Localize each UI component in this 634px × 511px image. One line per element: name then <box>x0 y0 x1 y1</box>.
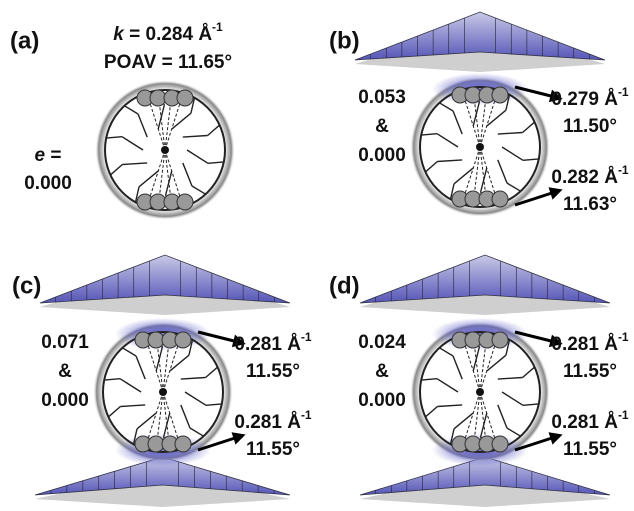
metal-center <box>476 143 484 151</box>
arrow-head <box>549 432 563 444</box>
eccentricity-label: e = <box>35 145 62 166</box>
cap-glow <box>115 318 211 350</box>
curvature-value: = 0.284 Å <box>129 24 212 45</box>
atom <box>492 87 508 103</box>
curvature-value: 0.281 Å <box>234 334 301 355</box>
fullerene <box>410 318 550 466</box>
atom <box>175 436 191 452</box>
superscript: -1 <box>618 330 629 344</box>
curvature-value: 0.281 Å <box>551 334 618 355</box>
curvature-value: 0.281 Å <box>234 412 301 433</box>
curvature-label: 0.281 Å-1 <box>551 330 629 355</box>
eccentricity-value: 0.000 <box>24 173 72 194</box>
arrow-head <box>232 432 246 444</box>
panel-label: (d) <box>329 272 360 299</box>
curvature-label: 0.281 Å-1 <box>551 408 629 433</box>
panel-label: (b) <box>329 27 360 54</box>
symbol: e <box>35 145 46 166</box>
eccentricity-value: 0.000 <box>41 390 89 411</box>
eccentricity-value: & <box>375 361 389 382</box>
cap-glow <box>432 318 528 350</box>
poav-label: 11.50° <box>563 116 617 137</box>
superscript: -1 <box>212 20 223 34</box>
eccentricity-value: 0.053 <box>358 87 406 108</box>
fullerene <box>410 73 550 217</box>
atom <box>177 90 193 106</box>
cap-glow <box>432 73 528 105</box>
poav-label: POAV = 11.65° <box>104 52 232 73</box>
poav-label: 11.55° <box>563 361 617 382</box>
eccentricity-value: 0.071 <box>41 332 89 353</box>
eccentricity-value: 0.000 <box>358 145 406 166</box>
curvature-label: 0.279 Å-1 <box>551 85 629 110</box>
poav-label: 11.55° <box>563 439 617 460</box>
poav-label: 11.55° <box>246 439 300 460</box>
eccentricity-value: 0.000 <box>358 390 406 411</box>
superscript: -1 <box>618 85 629 99</box>
curvature-label: 0.281 Å-1 <box>234 408 312 433</box>
eccentricity-value: & <box>58 361 72 382</box>
atom <box>492 332 508 348</box>
superscript: -1 <box>301 408 312 422</box>
curvature-value: 0.281 Å <box>551 412 618 433</box>
metal-center <box>476 388 484 396</box>
equals: = <box>50 145 61 166</box>
cap-glow <box>115 434 211 466</box>
panel-label: (c) <box>12 272 41 299</box>
metal-center <box>159 388 167 396</box>
poav-label: 11.63° <box>563 194 617 215</box>
atom <box>492 191 508 207</box>
atom <box>175 332 191 348</box>
curvature-value: 0.279 Å <box>551 89 618 110</box>
arrow-head <box>549 187 563 199</box>
curvature-label: k = 0.284 Å-1 <box>113 20 223 45</box>
curvature-label: 0.282 Å-1 <box>551 163 629 188</box>
eccentricity-value: & <box>375 116 389 137</box>
curvature-label: 0.281 Å-1 <box>234 330 312 355</box>
eccentricity-value: 0.024 <box>358 332 406 353</box>
figure: (a) k = 0.284 Å-1 POAV = 11.65° e = 0.000 (b)… <box>0 0 634 511</box>
atom <box>177 194 193 210</box>
panel-label: (a) <box>10 27 39 54</box>
cap-glow <box>432 434 528 466</box>
curvature-value: 0.282 Å <box>551 167 618 188</box>
fullerene <box>95 80 235 220</box>
fullerene <box>93 318 233 466</box>
superscript: -1 <box>301 330 312 344</box>
superscript: -1 <box>618 163 629 177</box>
poav-label: 11.55° <box>246 361 300 382</box>
metal-center <box>161 146 169 154</box>
atom <box>492 436 508 452</box>
superscript: -1 <box>618 408 629 422</box>
